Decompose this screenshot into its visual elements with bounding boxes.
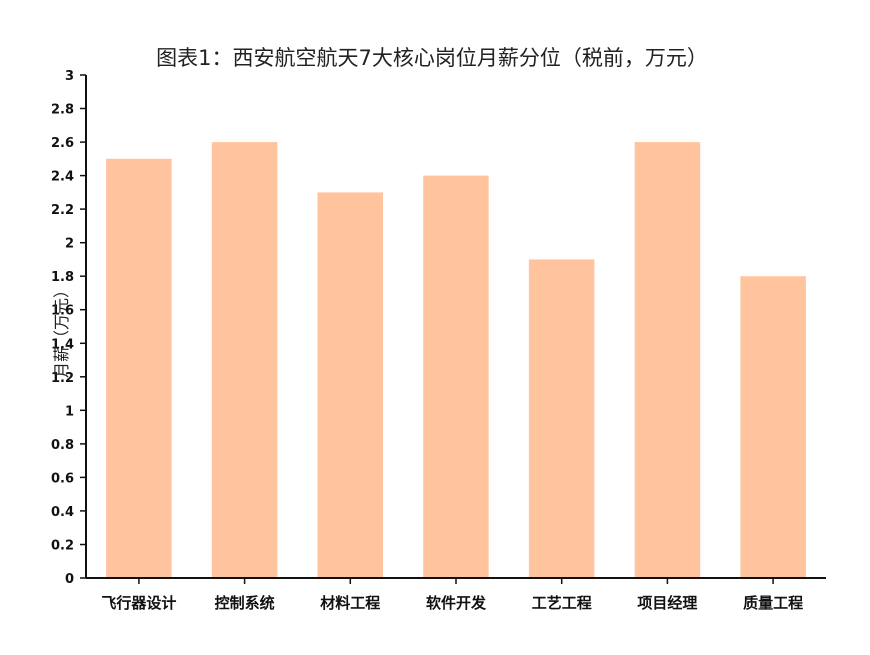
y-tick-label: 3 bbox=[65, 69, 74, 84]
bar-6 bbox=[740, 276, 806, 578]
y-axis: 0 0.2 0.4 0.6 0.8 1 1.2 1.4 1.6 1.8 2 2.2 2.4 2.6 2.8 3 bbox=[51, 69, 87, 587]
y-tick-label: 1.6 bbox=[51, 304, 74, 319]
y-tick-label: 0.8 bbox=[51, 438, 74, 453]
x-axis: 飞行器设计 控制系统 材料工程 软件开发 工艺工程 项目经理 质量工程 bbox=[86, 577, 826, 612]
y-tick-label: 2.4 bbox=[51, 170, 74, 185]
bars-group bbox=[106, 142, 806, 579]
y-tick-label: 0.2 bbox=[51, 539, 74, 554]
y-tick-label: 1 bbox=[65, 404, 74, 419]
bar-3 bbox=[423, 175, 489, 578]
y-tick-label: 1.2 bbox=[51, 371, 74, 386]
x-tick-label: 飞行器设计 bbox=[101, 594, 176, 612]
bar-2 bbox=[317, 192, 383, 578]
bar-1 bbox=[211, 142, 278, 578]
bar-4 bbox=[528, 259, 595, 578]
bar-5 bbox=[634, 142, 701, 578]
y-tick-label: 2 bbox=[65, 237, 74, 252]
y-tick-label: 0.6 bbox=[51, 471, 74, 486]
chart-title: 图表1：西安航空航天7大核心岗位月薪分位（税前，万元） bbox=[156, 46, 708, 70]
y-tick-label: 1.8 bbox=[51, 270, 74, 285]
y-tick-label: 0 bbox=[65, 572, 74, 587]
y-axis-label: 月薪（万元） bbox=[52, 282, 71, 378]
x-tick-label: 软件开发 bbox=[426, 594, 487, 612]
x-tick-label: 质量工程 bbox=[743, 594, 803, 612]
bar-0 bbox=[106, 158, 172, 579]
y-tick-label: 2.6 bbox=[51, 136, 74, 151]
y-tick-label: 2.2 bbox=[51, 203, 74, 218]
x-tick-label: 工艺工程 bbox=[532, 594, 592, 612]
x-tick-label: 材料工程 bbox=[320, 594, 380, 612]
y-tick-label: 0.4 bbox=[51, 505, 74, 520]
x-tick-label: 项目经理 bbox=[637, 594, 697, 612]
y-tick-label: 1.4 bbox=[51, 337, 74, 352]
x-tick-label: 控制系统 bbox=[215, 594, 275, 612]
y-tick-label: 2.8 bbox=[51, 103, 74, 118]
